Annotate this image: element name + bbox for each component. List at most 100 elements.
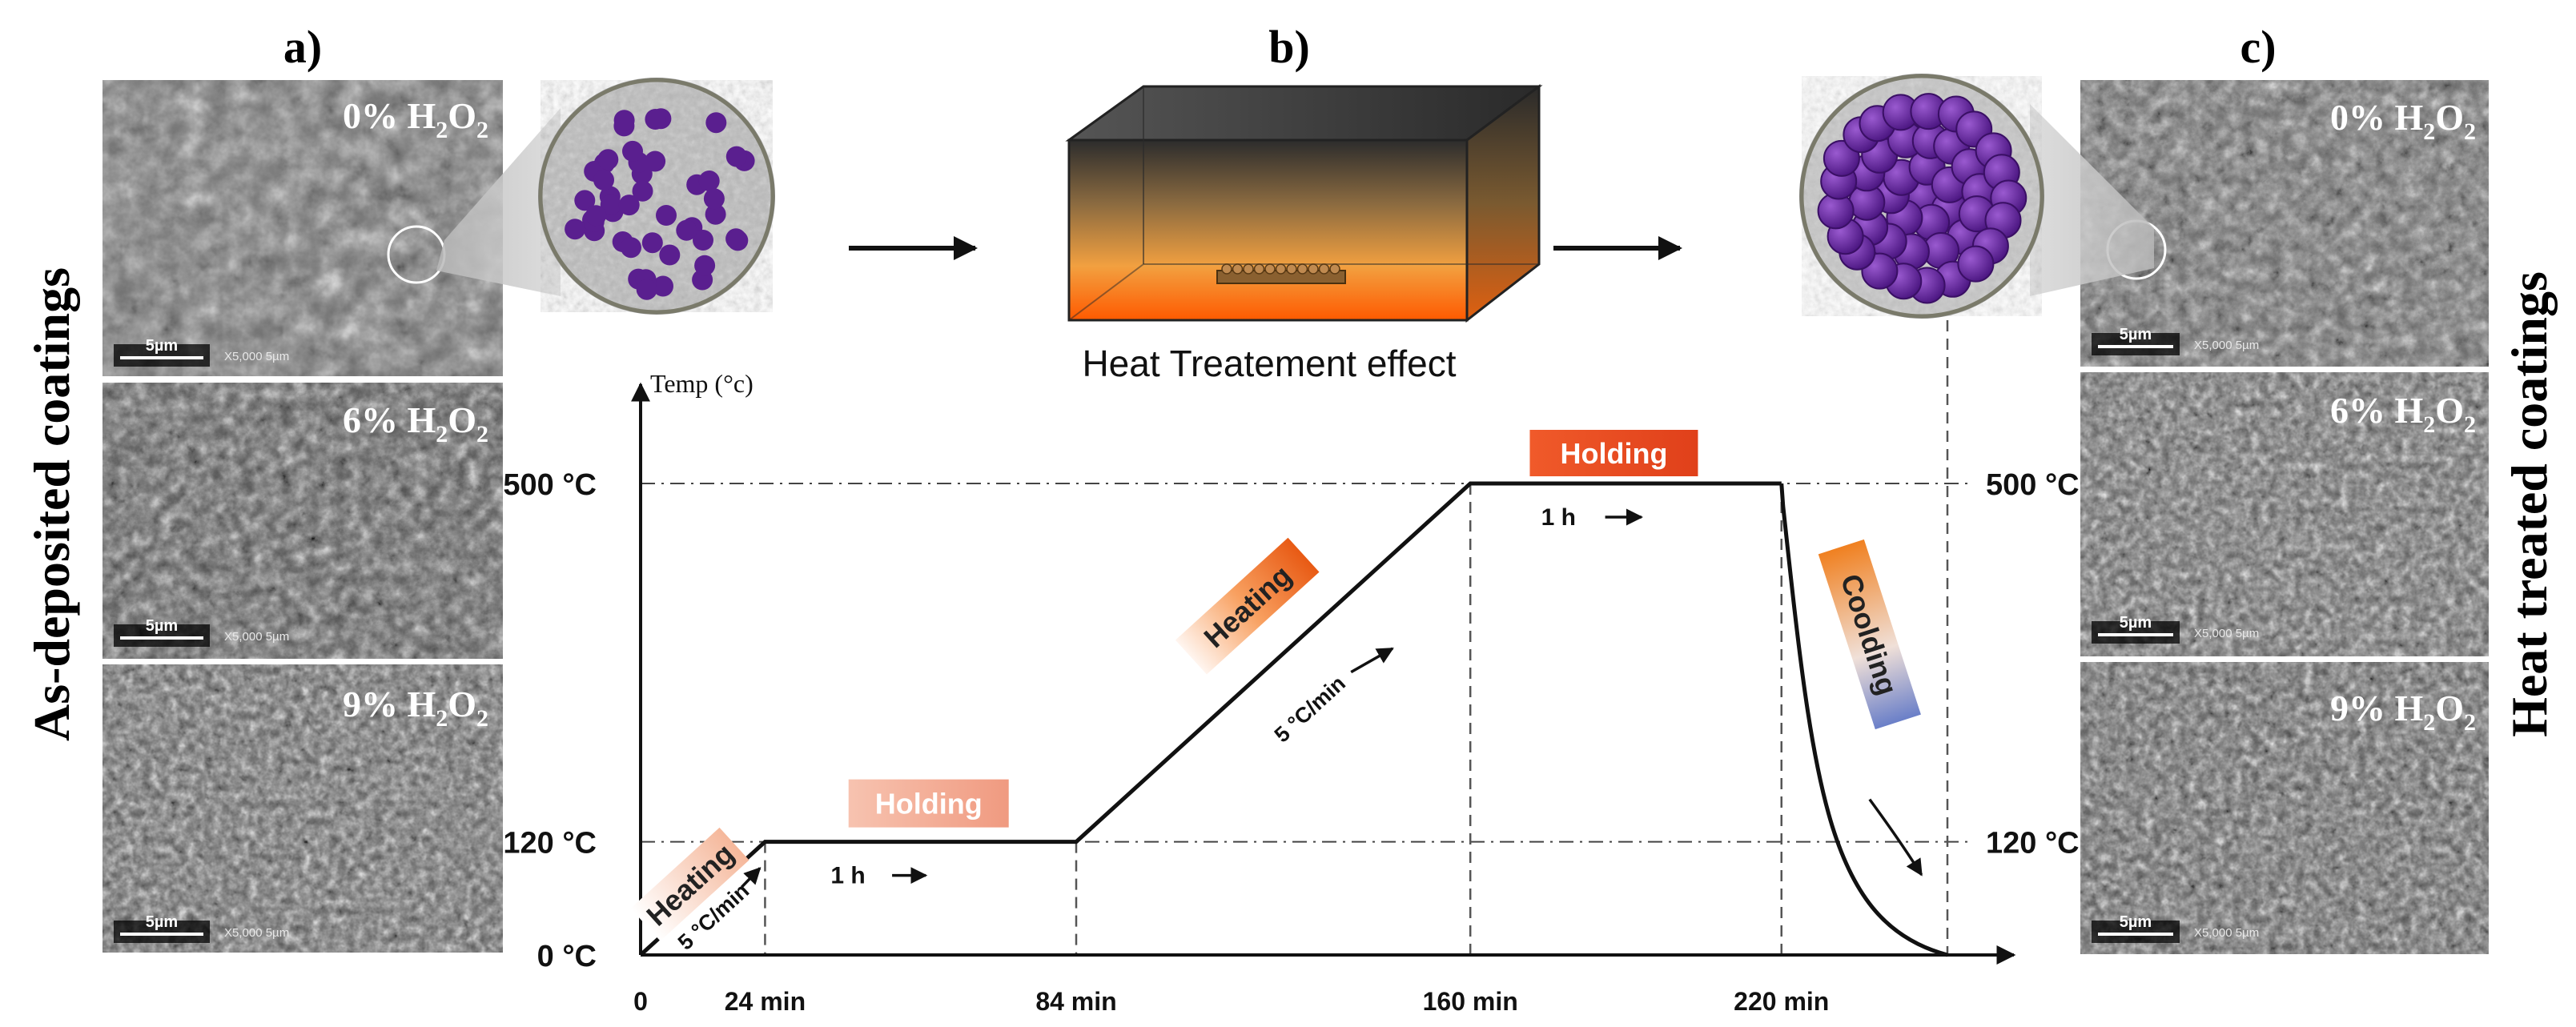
particle-small [597, 149, 619, 170]
particle-small [705, 203, 726, 225]
sem-label: 0% H2O2 [2330, 97, 2476, 145]
sem-label: 6% H2O2 [2330, 390, 2476, 438]
sem-label: 6% H2O2 [343, 399, 488, 447]
furnace-icon [1065, 84, 1543, 323]
y-tick-label: 0 °C [537, 940, 597, 973]
stage-holding-1-duration: 1 h [830, 863, 865, 889]
magnification-text: X5,000 5µm [2194, 926, 2259, 940]
stage-heating-1-arrow [741, 867, 762, 889]
particle-small [621, 237, 641, 259]
stage-heating-2: Heating [1175, 537, 1320, 675]
particle-small [698, 170, 720, 191]
particle-small [705, 112, 727, 134]
sample-bead [1275, 263, 1287, 275]
y-tick-label-right: 120 °C [1986, 827, 2080, 861]
sem-label: 0% H2O2 [343, 95, 488, 143]
scale-bar-label: 5µm [2120, 913, 2152, 931]
temperature-profile-line [639, 481, 1782, 957]
stage-cooling-arrow [1868, 798, 1923, 877]
scale-bar [114, 344, 210, 367]
panel-letter-c: c) [2240, 21, 2276, 73]
particle-small [703, 188, 725, 210]
sample-bead [1221, 263, 1232, 275]
sem-image-heat-treated-2: 9% H2O2 5µm X5,000 5µm [2080, 662, 2489, 954]
particle-small [656, 205, 677, 226]
scale-bar [114, 624, 210, 647]
scale-bar-label: 5µm [2120, 326, 2152, 343]
particle-small [653, 275, 673, 297]
sample-bead [1329, 263, 1340, 275]
y-tick-label-right: 500 °C [1986, 468, 2080, 502]
stage-holding-1: Holding [848, 779, 1009, 828]
sem-image-as-deposited-2: 9% H2O2 5µm X5,000 5µm [102, 664, 503, 953]
particle-small [622, 140, 643, 162]
sample-bead [1243, 263, 1254, 275]
x-tick-label: 220 min [1734, 987, 1829, 1016]
sem-image-as-deposited-0: 0% H2O2 5µm X5,000 5µm [102, 80, 503, 376]
particle-small [632, 180, 653, 202]
scale-bar [2092, 921, 2180, 943]
stage-heating-2-arrow [1350, 647, 1394, 674]
scale-bar [2092, 333, 2180, 355]
y-axis-title: Temp (°c) [650, 369, 754, 398]
particle-small [636, 279, 657, 300]
particle-small [593, 169, 614, 191]
particle-large [1957, 245, 1995, 283]
particle-small [645, 109, 666, 130]
magnifier-beam-right [2030, 104, 2154, 296]
particle-small [600, 194, 621, 215]
stage-holding-2-label: Holding [1560, 437, 1667, 470]
panel-letter-b: b) [1268, 21, 1310, 73]
stage-cooling: Coolding [1818, 539, 1921, 730]
temperature-profile-chart: 0 °C 120 °C 500 °C 120 °C 500 °C 0 24 min 84 … [503, 320, 2080, 1016]
stage-holding-1-label: Holding [875, 788, 983, 820]
particle-small [727, 230, 749, 251]
furnace-caption: Heat Treatement effect [1082, 343, 1456, 384]
x-tick-label: 0 [633, 987, 648, 1016]
sample-bead [1286, 263, 1297, 275]
sem-image-as-deposited-1: 6% H2O2 5µm X5,000 5µm [102, 383, 503, 659]
particle-large [1822, 139, 1860, 177]
scale-bar [114, 921, 210, 943]
sample-bead [1318, 263, 1330, 275]
particle-disk-as-deposited [538, 78, 775, 315]
particle-small [659, 244, 681, 266]
magnifier-beam-left [436, 108, 561, 296]
x-tick-label: 84 min [1035, 987, 1116, 1016]
furnace-sample [1216, 263, 1346, 284]
stage-holding-2: Holding [1529, 430, 1698, 476]
sample-bead [1308, 263, 1319, 275]
scale-bar-label: 5µm [146, 913, 178, 931]
side-label-as-deposited: As-deposited coatings [23, 267, 80, 741]
magnification-text: X5,000 5µm [2194, 339, 2259, 352]
particle-small [676, 219, 697, 241]
y-tick-label: 500 °C [503, 468, 597, 502]
stage-heating-2-rate: 5 °C/min [1270, 671, 1350, 747]
particle-small [585, 205, 607, 227]
particle-small [565, 219, 586, 240]
y-tick-label: 120 °C [503, 827, 597, 861]
magnification-text: X5,000 5µm [224, 926, 289, 940]
particle-small [618, 195, 640, 216]
panel-letter-a: a) [283, 21, 322, 73]
stage-holding-2-duration: 1 h [1541, 504, 1576, 531]
sample-bead [1264, 263, 1276, 275]
sem-label: 9% H2O2 [2330, 688, 2476, 736]
x-tick-label: 24 min [725, 987, 806, 1016]
particle-small [694, 255, 716, 276]
scale-bar-label: 5µm [2120, 614, 2152, 632]
magnification-text: X5,000 5µm [224, 630, 289, 644]
sem-label: 9% H2O2 [343, 684, 488, 732]
particle-small [645, 150, 666, 172]
particle-small [725, 146, 747, 167]
cooling-curve [1779, 483, 1948, 957]
sem-image-heat-treated-1: 6% H2O2 5µm X5,000 5µm [2080, 372, 2489, 656]
sample-bead [1296, 263, 1308, 275]
particle-small [641, 232, 663, 254]
particle-small [693, 230, 713, 251]
scale-bar-label: 5µm [146, 337, 178, 355]
side-label-heat-treated: Heat treated coatings [2501, 271, 2558, 737]
x-tick-label: 160 min [1423, 987, 1518, 1016]
magnification-text: X5,000 5µm [224, 350, 289, 363]
